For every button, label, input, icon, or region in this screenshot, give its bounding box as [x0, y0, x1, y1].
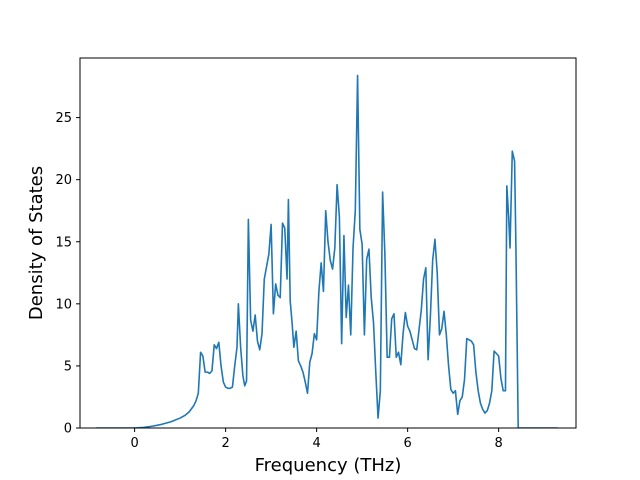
y-axis: 0 5 10 15 20 25 — [55, 111, 80, 437]
x-axis-label: Frequency (THz) — [255, 455, 402, 476]
x-tick-label: 4 — [312, 436, 320, 451]
plot-frame — [79, 57, 577, 429]
y-tick-label: 25 — [55, 111, 72, 126]
x-tick-label: 6 — [403, 436, 411, 451]
y-tick-label: 5 — [64, 359, 72, 374]
y-tick-label: 0 — [64, 422, 72, 437]
x-tick-label: 2 — [221, 436, 229, 451]
dos-series-line-0 — [95, 74, 558, 428]
series-layer — [95, 74, 558, 428]
y-axis-label: Density of States — [26, 166, 47, 320]
y-tick-label: 15 — [55, 235, 72, 250]
y-tick-label: 10 — [55, 297, 72, 312]
x-tick-label: 8 — [495, 436, 503, 451]
y-tick-label: 20 — [55, 173, 72, 188]
x-axis: 0 2 4 6 8 — [130, 428, 503, 451]
x-tick-label: 0 — [130, 436, 138, 451]
